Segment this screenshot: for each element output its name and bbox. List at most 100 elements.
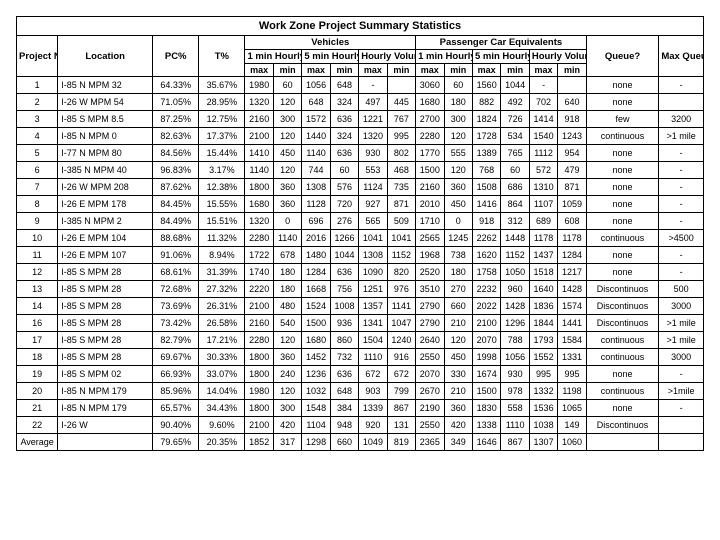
cell-t: 30.33% xyxy=(199,349,245,366)
cell-p5max: 1416 xyxy=(472,196,500,213)
cell-v5max: 1128 xyxy=(302,196,330,213)
cell-vhmax: 1320 xyxy=(359,128,387,145)
table-body: 1I-85 N MPM 3264.33%35.67%1980601056648-… xyxy=(17,77,704,451)
cell-vhmin: 995 xyxy=(387,128,415,145)
cell-no: 16 xyxy=(17,315,58,332)
cell-p5max: 1824 xyxy=(472,111,500,128)
cell-no: 1 xyxy=(17,77,58,94)
cell-p1min: 120 xyxy=(444,128,472,145)
cell-maxq: 3000 xyxy=(659,298,704,315)
cell-pc: 84.56% xyxy=(153,145,199,162)
cell-p5min: 765 xyxy=(501,145,529,162)
cell-loc: I-26 W xyxy=(58,417,153,434)
cell-loc: I-26 W MPM 208 xyxy=(58,179,153,196)
col-max: max xyxy=(245,64,273,77)
cell-vhmax: 672 xyxy=(359,366,387,383)
col-maxqueue: Max Queue Length xyxy=(659,36,704,77)
cell-p1max: 2365 xyxy=(416,434,444,451)
cell-phmin: 1178 xyxy=(558,230,586,247)
cell-phmin: 1428 xyxy=(558,281,586,298)
cell-p5min: 558 xyxy=(501,400,529,417)
cell-loc: I-85 S MPM 28 xyxy=(58,264,153,281)
cell-maxq: - xyxy=(659,179,704,196)
cell-loc: I-385 N MPM 2 xyxy=(58,213,153,230)
cell-t: 9.60% xyxy=(199,417,245,434)
cell-phmin: 1060 xyxy=(558,434,586,451)
cell-queue: none xyxy=(586,145,659,162)
cell-phmin: 479 xyxy=(558,162,586,179)
cell-v5max: 1236 xyxy=(302,366,330,383)
cell-v1max: 1800 xyxy=(245,179,273,196)
cell-pc: 82.79% xyxy=(153,332,199,349)
cell-t: 12.38% xyxy=(199,179,245,196)
table-row: 13I-85 S MPM 2872.68%27.32%2220180166875… xyxy=(17,281,704,298)
cell-phmin: 1331 xyxy=(558,349,586,366)
cell-phmax: 1536 xyxy=(529,400,557,417)
cell-t: 33.07% xyxy=(199,366,245,383)
cell-pc: 73.69% xyxy=(153,298,199,315)
cell-t: 12.75% xyxy=(199,111,245,128)
cell-p1min: 210 xyxy=(444,315,472,332)
cell-p5min: 1050 xyxy=(501,264,529,281)
cell-phmax: 1107 xyxy=(529,196,557,213)
cell-p1min: 738 xyxy=(444,247,472,264)
cell-phmax: 1437 xyxy=(529,247,557,264)
cell-p1min: 555 xyxy=(444,145,472,162)
cell-p1min: 0 xyxy=(444,213,472,230)
cell-queue: continuous xyxy=(586,383,659,400)
cell-no: 17 xyxy=(17,332,58,349)
group-pce: Passenger Car Equivalents xyxy=(416,36,587,50)
cell-queue: none xyxy=(586,162,659,179)
cell-v1max: 1740 xyxy=(245,264,273,281)
cell-t: 15.55% xyxy=(199,196,245,213)
cell-vhmax: 1308 xyxy=(359,247,387,264)
cell-loc: I-85 S MPM 28 xyxy=(58,315,153,332)
cell-vhmax: 1041 xyxy=(359,230,387,247)
cell-p5max: 2100 xyxy=(472,315,500,332)
cell-t: 3.17% xyxy=(199,162,245,179)
cell-v1min: 450 xyxy=(273,145,301,162)
cell-v1min: 678 xyxy=(273,247,301,264)
cell-v1min: 180 xyxy=(273,281,301,298)
cell-maxq: - xyxy=(659,196,704,213)
cell-p1min: 300 xyxy=(444,111,472,128)
cell-pc: 85.96% xyxy=(153,383,199,400)
cell-vhmax: 1124 xyxy=(359,179,387,196)
table-row: 10I-26 E MPM 10488.68%11.32%228011402016… xyxy=(17,230,704,247)
cell-pc: 87.62% xyxy=(153,179,199,196)
cell-queue: Discontinuos xyxy=(586,298,659,315)
cell-maxq: 3000 xyxy=(659,349,704,366)
cell-p5min: 1428 xyxy=(501,298,529,315)
cell-phmin: 1284 xyxy=(558,247,586,264)
cell-vhmax: 927 xyxy=(359,196,387,213)
cell-p1min: 270 xyxy=(444,281,472,298)
cell-t: 11.32% xyxy=(199,230,245,247)
cell-vhmin: 767 xyxy=(387,111,415,128)
cell-maxq: - xyxy=(659,145,704,162)
cell-p1max: 1710 xyxy=(416,213,444,230)
cell-p5min: 726 xyxy=(501,111,529,128)
cell-maxq: >4500 xyxy=(659,230,704,247)
cell-p1min: 360 xyxy=(444,400,472,417)
cell-v1max: 1410 xyxy=(245,145,273,162)
col-location: Location xyxy=(58,36,153,77)
cell-v1max: 1320 xyxy=(245,213,273,230)
cell-v5min: 648 xyxy=(330,77,358,94)
cell-phmax: 1038 xyxy=(529,417,557,434)
cell-loc: I-26 W MPM 54 xyxy=(58,94,153,111)
cell-v5min: 1266 xyxy=(330,230,358,247)
cell-v1max: 1800 xyxy=(245,400,273,417)
cell-v5min: 860 xyxy=(330,332,358,349)
cell-p5min: 492 xyxy=(501,94,529,111)
cell-v5min: 636 xyxy=(330,145,358,162)
cell-queue: none xyxy=(586,247,659,264)
cell-v5min: 756 xyxy=(330,281,358,298)
cell-vhmin: 1047 xyxy=(387,315,415,332)
cell-p1min: 210 xyxy=(444,383,472,400)
cell-p1min: 60 xyxy=(444,77,472,94)
cell-vhmin: 976 xyxy=(387,281,415,298)
cell-p1max: 2565 xyxy=(416,230,444,247)
cell-p5max: 2262 xyxy=(472,230,500,247)
cell-p5min: 686 xyxy=(501,179,529,196)
cell-v5max: 1548 xyxy=(302,400,330,417)
